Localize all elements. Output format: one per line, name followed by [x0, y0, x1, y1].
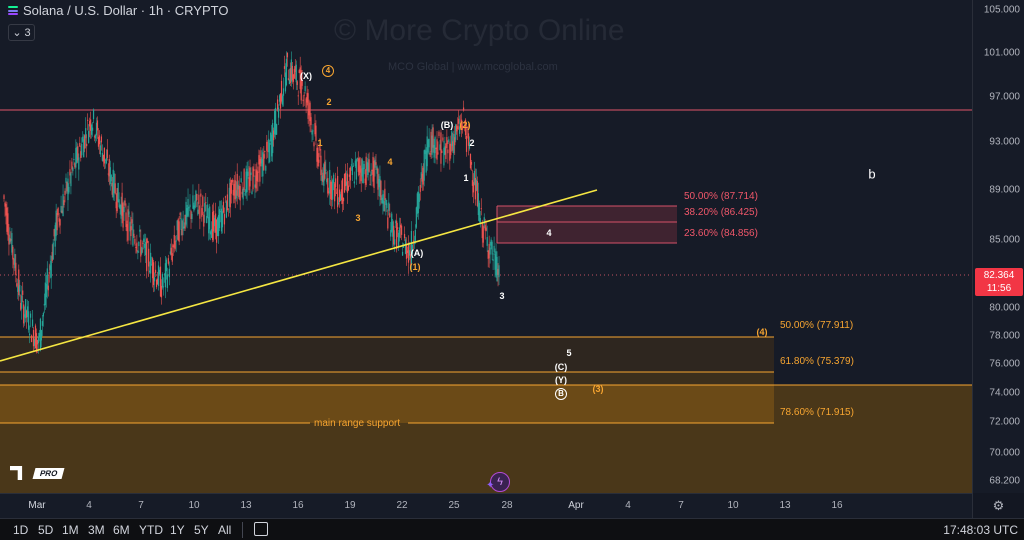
wave-label: 4 [387, 157, 393, 167]
time-tick: 10 [727, 500, 739, 511]
range-button-1y[interactable]: 1Y [170, 523, 185, 537]
wave-label: (C) [554, 362, 568, 372]
price-tick: 85.000 [989, 234, 1020, 246]
fib-box-upper [497, 206, 677, 243]
wave-label: 3 [499, 291, 505, 301]
last-price-value: 82.364 [983, 270, 1015, 281]
range-button-1m[interactable]: 1M [62, 523, 79, 537]
time-tick: Mar [28, 500, 46, 511]
wave-label: (B) [440, 120, 454, 130]
range-button-3m[interactable]: 3M [88, 523, 105, 537]
indicator-count: 3 [24, 26, 31, 39]
symbol-legend[interactable]: Solana / U.S. Dollar · 1h · CRYPTO [8, 3, 228, 18]
range-button-5d[interactable]: 5D [38, 523, 54, 537]
watermark: © More Crypto Online [334, 14, 625, 47]
price-tick: 97.000 [989, 91, 1020, 103]
time-tick: 10 [188, 500, 200, 511]
time-tick: Apr [568, 500, 584, 511]
wave-label: (3) [592, 384, 604, 394]
bottom-toolbar: 1D 5D 1M 3M 6M YTD 1Y 5Y All 17:48:03 UTC [0, 518, 1024, 540]
wave-label: (1) [409, 262, 421, 272]
fib-label-38-upper: 38.20% (86.425) [684, 207, 758, 218]
price-tick: 68.200 [989, 475, 1020, 487]
price-tick: 74.000 [989, 387, 1020, 399]
solana-icon [8, 6, 18, 15]
time-tick: 28 [501, 500, 513, 511]
wave-label: (X) [300, 71, 312, 81]
time-tick: 19 [344, 500, 356, 511]
candles [3, 51, 500, 354]
price-tick: 78.000 [989, 330, 1020, 342]
sparkle-icon: ✦ [486, 480, 495, 491]
price-chart[interactable] [0, 0, 972, 493]
range-button-5y[interactable]: 5Y [194, 523, 209, 537]
wave-label: (4) [756, 327, 768, 337]
chevron-down-icon: ⌄ [12, 27, 22, 39]
tradingview-logo[interactable]: PRO [10, 466, 65, 480]
price-axis[interactable]: 105.000 101.000 97.000 93.000 89.000 85.000 80… [972, 0, 1024, 493]
toolbar-divider [242, 522, 243, 538]
range-button-all[interactable]: All [218, 523, 232, 537]
wave-label: b [868, 166, 876, 182]
support-label: main range support [314, 418, 401, 429]
fib-label-78-lower: 78.60% (71.915) [780, 407, 854, 418]
wave-label: (2) [459, 120, 471, 130]
wave-label: 1 [463, 173, 469, 183]
price-tick: 101.000 [983, 47, 1020, 59]
range-button-6m[interactable]: 6M [113, 523, 130, 537]
wave-label: B [555, 388, 567, 400]
lightning-event-icon[interactable]: ϟ [490, 472, 510, 492]
price-tick: 80.000 [989, 302, 1020, 314]
time-tick: 7 [678, 500, 684, 511]
range-button-1d[interactable]: 1D [13, 523, 29, 537]
symbol-title: Solana / U.S. Dollar · 1h · CRYPTO [23, 3, 229, 18]
indicators-toggle[interactable]: ⌄ 3 [8, 24, 35, 41]
chart-pane[interactable]: © More Crypto Online MCO Global | www.mc… [0, 0, 972, 493]
time-tick: 22 [396, 500, 408, 511]
time-tick: 4 [86, 500, 92, 511]
time-tick: 13 [779, 500, 791, 511]
price-tick: 70.000 [989, 447, 1020, 459]
price-tick: 72.000 [989, 416, 1020, 428]
trendline [0, 189, 598, 362]
fib-box-lower [0, 337, 774, 372]
fib-label-50-lower: 50.00% (77.911) [780, 320, 854, 331]
fib-label-61-lower: 61.80% (75.379) [780, 356, 854, 367]
settings-icon[interactable]: ⚙ [972, 493, 1024, 518]
wave-label: 3 [355, 213, 361, 223]
time-axis[interactable]: Mar 4 7 10 13 16 19 22 25 28 Apr 4 7 10 13 16 [0, 493, 972, 518]
pro-badge: PRO [32, 467, 65, 479]
utc-clock[interactable]: 17:48:03 UTC [943, 523, 1018, 537]
time-tick: 16 [292, 500, 304, 511]
range-button-ytd[interactable]: YTD [139, 523, 163, 537]
tv-mark-icon [10, 466, 23, 480]
fib-label-50-upper: 50.00% (87.714) [684, 191, 758, 202]
wave-label: 4 [322, 65, 334, 77]
price-tick: 93.000 [989, 136, 1020, 148]
price-tick: 76.000 [989, 358, 1020, 370]
wave-label: 4 [546, 228, 552, 238]
time-tick: 16 [831, 500, 843, 511]
wave-label: 2 [326, 97, 332, 107]
fib-label-23-upper: 23.60% (84.856) [684, 228, 758, 239]
wave-label: 2 [469, 138, 475, 148]
watermark-sub: MCO Global | www.mcoglobal.com [388, 61, 558, 73]
price-tick: 105.000 [983, 4, 1020, 16]
go-to-date-icon[interactable] [254, 522, 268, 536]
time-tick: 25 [448, 500, 460, 511]
wave-label: (Y) [555, 375, 567, 385]
wave-label: 5 [566, 348, 572, 358]
time-tick: 7 [138, 500, 144, 511]
last-price-badge: 82.364 11:56 [975, 268, 1023, 296]
time-tick: 13 [240, 500, 252, 511]
wave-label: 1 [317, 138, 323, 148]
wave-label: (A) [410, 248, 424, 258]
time-tick: 4 [625, 500, 631, 511]
bar-countdown: 11:56 [986, 283, 1012, 294]
price-tick: 89.000 [989, 184, 1020, 196]
